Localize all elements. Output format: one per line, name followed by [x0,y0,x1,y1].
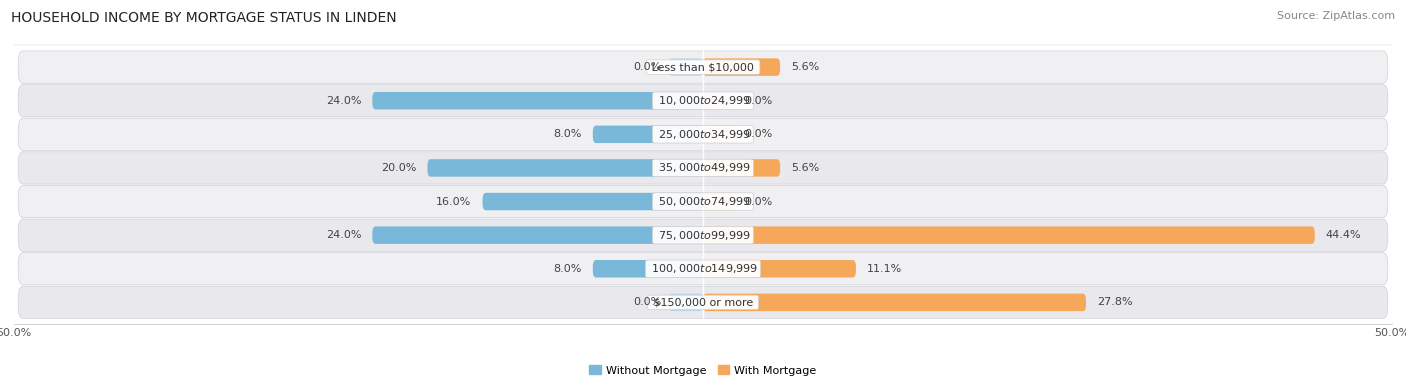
Text: $50,000 to $74,999: $50,000 to $74,999 [655,195,751,208]
FancyBboxPatch shape [373,92,703,109]
FancyBboxPatch shape [669,58,703,76]
Legend: Without Mortgage, With Mortgage: Without Mortgage, With Mortgage [585,361,821,377]
Text: 5.6%: 5.6% [792,163,820,173]
Text: 44.4%: 44.4% [1326,230,1361,240]
Text: 11.1%: 11.1% [868,264,903,274]
FancyBboxPatch shape [703,126,738,143]
Text: $25,000 to $34,999: $25,000 to $34,999 [655,128,751,141]
Text: 20.0%: 20.0% [381,163,416,173]
Text: 0.0%: 0.0% [744,96,772,106]
FancyBboxPatch shape [482,193,703,210]
FancyBboxPatch shape [18,84,1388,117]
FancyBboxPatch shape [18,118,1388,150]
Text: 0.0%: 0.0% [634,297,662,307]
FancyBboxPatch shape [703,159,780,177]
Text: 5.6%: 5.6% [792,62,820,72]
FancyBboxPatch shape [703,193,738,210]
FancyBboxPatch shape [373,227,703,244]
Text: 0.0%: 0.0% [634,62,662,72]
Text: $150,000 or more: $150,000 or more [650,297,756,307]
Text: $100,000 to $149,999: $100,000 to $149,999 [648,262,758,275]
FancyBboxPatch shape [427,159,703,177]
FancyBboxPatch shape [703,260,856,277]
Text: 27.8%: 27.8% [1097,297,1133,307]
FancyBboxPatch shape [18,152,1388,184]
Text: $35,000 to $49,999: $35,000 to $49,999 [655,161,751,175]
FancyBboxPatch shape [703,92,738,109]
Text: $75,000 to $99,999: $75,000 to $99,999 [655,228,751,242]
Text: Source: ZipAtlas.com: Source: ZipAtlas.com [1277,11,1395,21]
Text: 24.0%: 24.0% [326,230,361,240]
Text: $10,000 to $24,999: $10,000 to $24,999 [655,94,751,107]
Text: 0.0%: 0.0% [744,196,772,207]
FancyBboxPatch shape [18,219,1388,251]
FancyBboxPatch shape [593,126,703,143]
Text: 8.0%: 8.0% [554,264,582,274]
FancyBboxPatch shape [18,185,1388,218]
Text: HOUSEHOLD INCOME BY MORTGAGE STATUS IN LINDEN: HOUSEHOLD INCOME BY MORTGAGE STATUS IN L… [11,11,396,25]
Text: 16.0%: 16.0% [436,196,471,207]
FancyBboxPatch shape [18,253,1388,285]
Text: 0.0%: 0.0% [744,129,772,139]
FancyBboxPatch shape [703,58,780,76]
FancyBboxPatch shape [18,51,1388,83]
Text: 24.0%: 24.0% [326,96,361,106]
FancyBboxPatch shape [593,260,703,277]
FancyBboxPatch shape [18,286,1388,319]
Text: Less than $10,000: Less than $10,000 [648,62,758,72]
FancyBboxPatch shape [703,294,1085,311]
FancyBboxPatch shape [703,227,1315,244]
FancyBboxPatch shape [669,294,703,311]
Text: 8.0%: 8.0% [554,129,582,139]
